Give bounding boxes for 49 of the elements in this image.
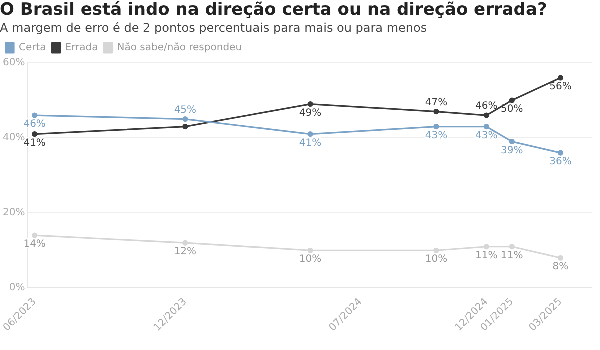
point [182, 124, 188, 130]
data-label: 11% [476, 250, 498, 262]
point [182, 240, 188, 246]
data-label: 41% [299, 138, 322, 149]
data-label: 10% [299, 254, 322, 266]
data-label: 43% [425, 130, 448, 142]
data-label: 46% [24, 119, 46, 130]
data-label: 47% [425, 97, 448, 108]
legend-label: Certa [19, 42, 46, 54]
point [484, 112, 490, 118]
point [308, 131, 314, 138]
legend-label: Errada [65, 42, 98, 54]
chart-title: O Brasil está indo na direção certa ou na direção errada? [0, 0, 548, 20]
point [558, 75, 564, 81]
data-label: 12% [174, 246, 197, 258]
point [32, 131, 38, 138]
point [434, 248, 440, 254]
data-label: 41% [24, 138, 46, 149]
data-label: 10% [425, 254, 448, 266]
point [308, 101, 314, 108]
y-tick-label: 0% [9, 282, 26, 294]
point [509, 98, 515, 104]
data-label: 11% [501, 250, 524, 262]
data-label: 56% [550, 82, 572, 93]
point [182, 116, 188, 122]
data-label: 39% [501, 145, 524, 156]
data-label: 45% [174, 104, 197, 116]
point [509, 139, 515, 145]
data-label: 36% [550, 156, 572, 168]
y-tick-label: 20% [2, 208, 26, 219]
point [308, 248, 314, 254]
point [558, 150, 564, 156]
data-label: 46% [476, 101, 498, 112]
data-label: 49% [299, 108, 322, 119]
data-label: 43% [476, 130, 498, 142]
data-label: 8% [552, 262, 569, 273]
point [434, 108, 440, 115]
point [558, 255, 564, 261]
point [484, 124, 490, 130]
point [484, 244, 490, 250]
data-label: 14% [24, 239, 46, 250]
point [434, 124, 440, 130]
y-tick-label: 60% [2, 58, 26, 69]
point [32, 112, 38, 118]
chart-subtitle: A margem de erro é de 2 pontos percentuais para mais ou para menos [0, 20, 428, 37]
point [509, 244, 515, 250]
legend-label: Não sabe/não respondeu [117, 42, 242, 54]
y-tick-label: 40% [2, 132, 26, 144]
point [32, 232, 38, 238]
